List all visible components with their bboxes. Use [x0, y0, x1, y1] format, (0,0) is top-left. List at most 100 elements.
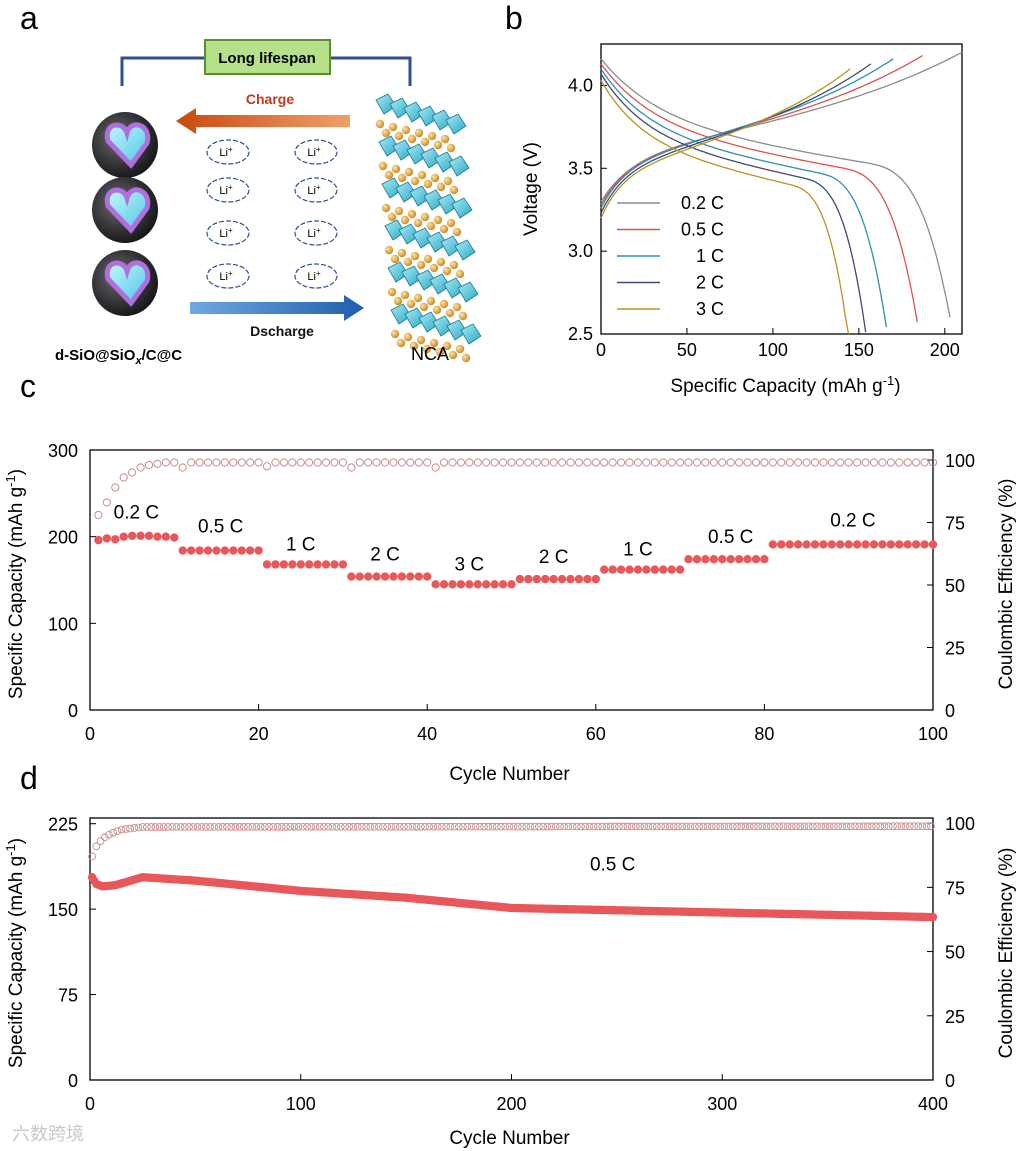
capacity-point: [144, 873, 154, 882]
capacity-point: [399, 893, 409, 902]
capacity-point: [646, 906, 655, 916]
capacity-point: [770, 909, 780, 918]
ce-point: [203, 458, 213, 467]
li-atom: [439, 224, 449, 234]
ce-point: [581, 822, 590, 831]
capacity-point: [749, 909, 759, 918]
capacity-point: [191, 876, 200, 885]
capacity-point: [920, 540, 929, 549]
ce-point: [507, 458, 516, 467]
ce-point: [362, 822, 370, 831]
li-atom: [429, 338, 439, 348]
li-atom: [400, 290, 410, 300]
capacity-point: [850, 911, 860, 920]
capacity-point: [313, 887, 322, 897]
capacity-point: [718, 555, 727, 564]
li-cloud: [206, 139, 250, 165]
capacity-point: [505, 903, 514, 912]
capacity-point: [694, 907, 704, 917]
ce-point: [170, 458, 179, 467]
ce-point: [231, 823, 240, 831]
ce-point: [836, 458, 845, 467]
capacity-point: [633, 906, 643, 915]
ce-point: [574, 458, 584, 467]
capacity-point: [899, 912, 908, 921]
ce-point: [914, 822, 923, 831]
ce-point: [248, 823, 257, 831]
ce-point: [577, 822, 585, 831]
capacity-point: [477, 900, 487, 910]
capacity-point: [814, 910, 824, 919]
capacity-point: [393, 892, 402, 902]
capacity-point: [456, 898, 466, 908]
ce-point: [783, 822, 792, 831]
capacity-point: [572, 905, 582, 914]
li-atom: [432, 305, 442, 315]
li-atom: [419, 302, 429, 312]
capacity-point: [827, 910, 837, 920]
capacity-point: [922, 912, 931, 922]
capacity-point: [323, 888, 333, 897]
charge-curve-0.5C: [600, 55, 923, 206]
li-atom: [390, 254, 400, 264]
x-axis-title: Cycle Number: [449, 1128, 570, 1149]
capacity-point: [286, 885, 295, 895]
ce-point: [473, 458, 482, 467]
ce-point: [522, 822, 531, 831]
ce-point: [400, 822, 408, 831]
capacity-point: [802, 910, 811, 919]
capacity-point: [713, 908, 723, 917]
capacity-point: [197, 877, 206, 886]
rate-annotation: 0.5 C: [590, 854, 635, 875]
capacity-point: [779, 909, 788, 919]
ce-point: [674, 822, 682, 831]
capacity-point: [353, 890, 362, 899]
capacity-point: [741, 908, 750, 918]
capacity-point: [401, 893, 411, 902]
ce-point: [358, 822, 366, 831]
capacity-point: [642, 906, 651, 916]
ce-point: [370, 822, 379, 831]
ce-point: [406, 458, 415, 467]
li-atom: [390, 329, 400, 339]
capacity-point: [423, 572, 432, 581]
capacity-point: [302, 887, 312, 896]
ce-point: [450, 822, 459, 831]
li-atom: [384, 245, 394, 255]
capacity-point: [414, 894, 423, 904]
capacity-point: [380, 572, 390, 581]
y2-tick-label: 0: [945, 701, 955, 721]
ce-point: [825, 822, 834, 831]
ce-point: [328, 822, 337, 831]
li-atom: [414, 128, 424, 138]
ce-point: [819, 458, 828, 467]
capacity-point: [524, 574, 533, 584]
capacity-point: [892, 912, 902, 921]
ce-point: [254, 458, 263, 467]
capacity-point: [467, 899, 476, 909]
capacity-point: [275, 884, 284, 894]
li-ion-label: Li+: [219, 183, 233, 197]
capacity-point: [102, 534, 112, 543]
ce-point: [745, 822, 754, 831]
ce-point: [701, 458, 710, 467]
capacity-point: [229, 546, 238, 555]
li-atom: [422, 344, 432, 354]
capacity-point: [469, 900, 478, 909]
li-atom: [436, 257, 446, 267]
capacity-point: [127, 531, 137, 540]
capacity-point: [262, 883, 272, 892]
ce-point: [92, 842, 101, 851]
capacity-point: [772, 909, 782, 918]
ce-point: [754, 822, 762, 831]
capacity-point: [882, 911, 891, 921]
capacity-point: [237, 546, 246, 555]
capacity-point: [184, 876, 194, 885]
ce-point: [128, 468, 137, 477]
discharge-arrow: Dscharge: [190, 295, 364, 339]
capacity-point: [132, 874, 141, 884]
capacity-point: [684, 907, 693, 917]
ce-point: [657, 822, 665, 831]
ce-point: [227, 823, 236, 831]
capacity-point: [524, 904, 533, 913]
